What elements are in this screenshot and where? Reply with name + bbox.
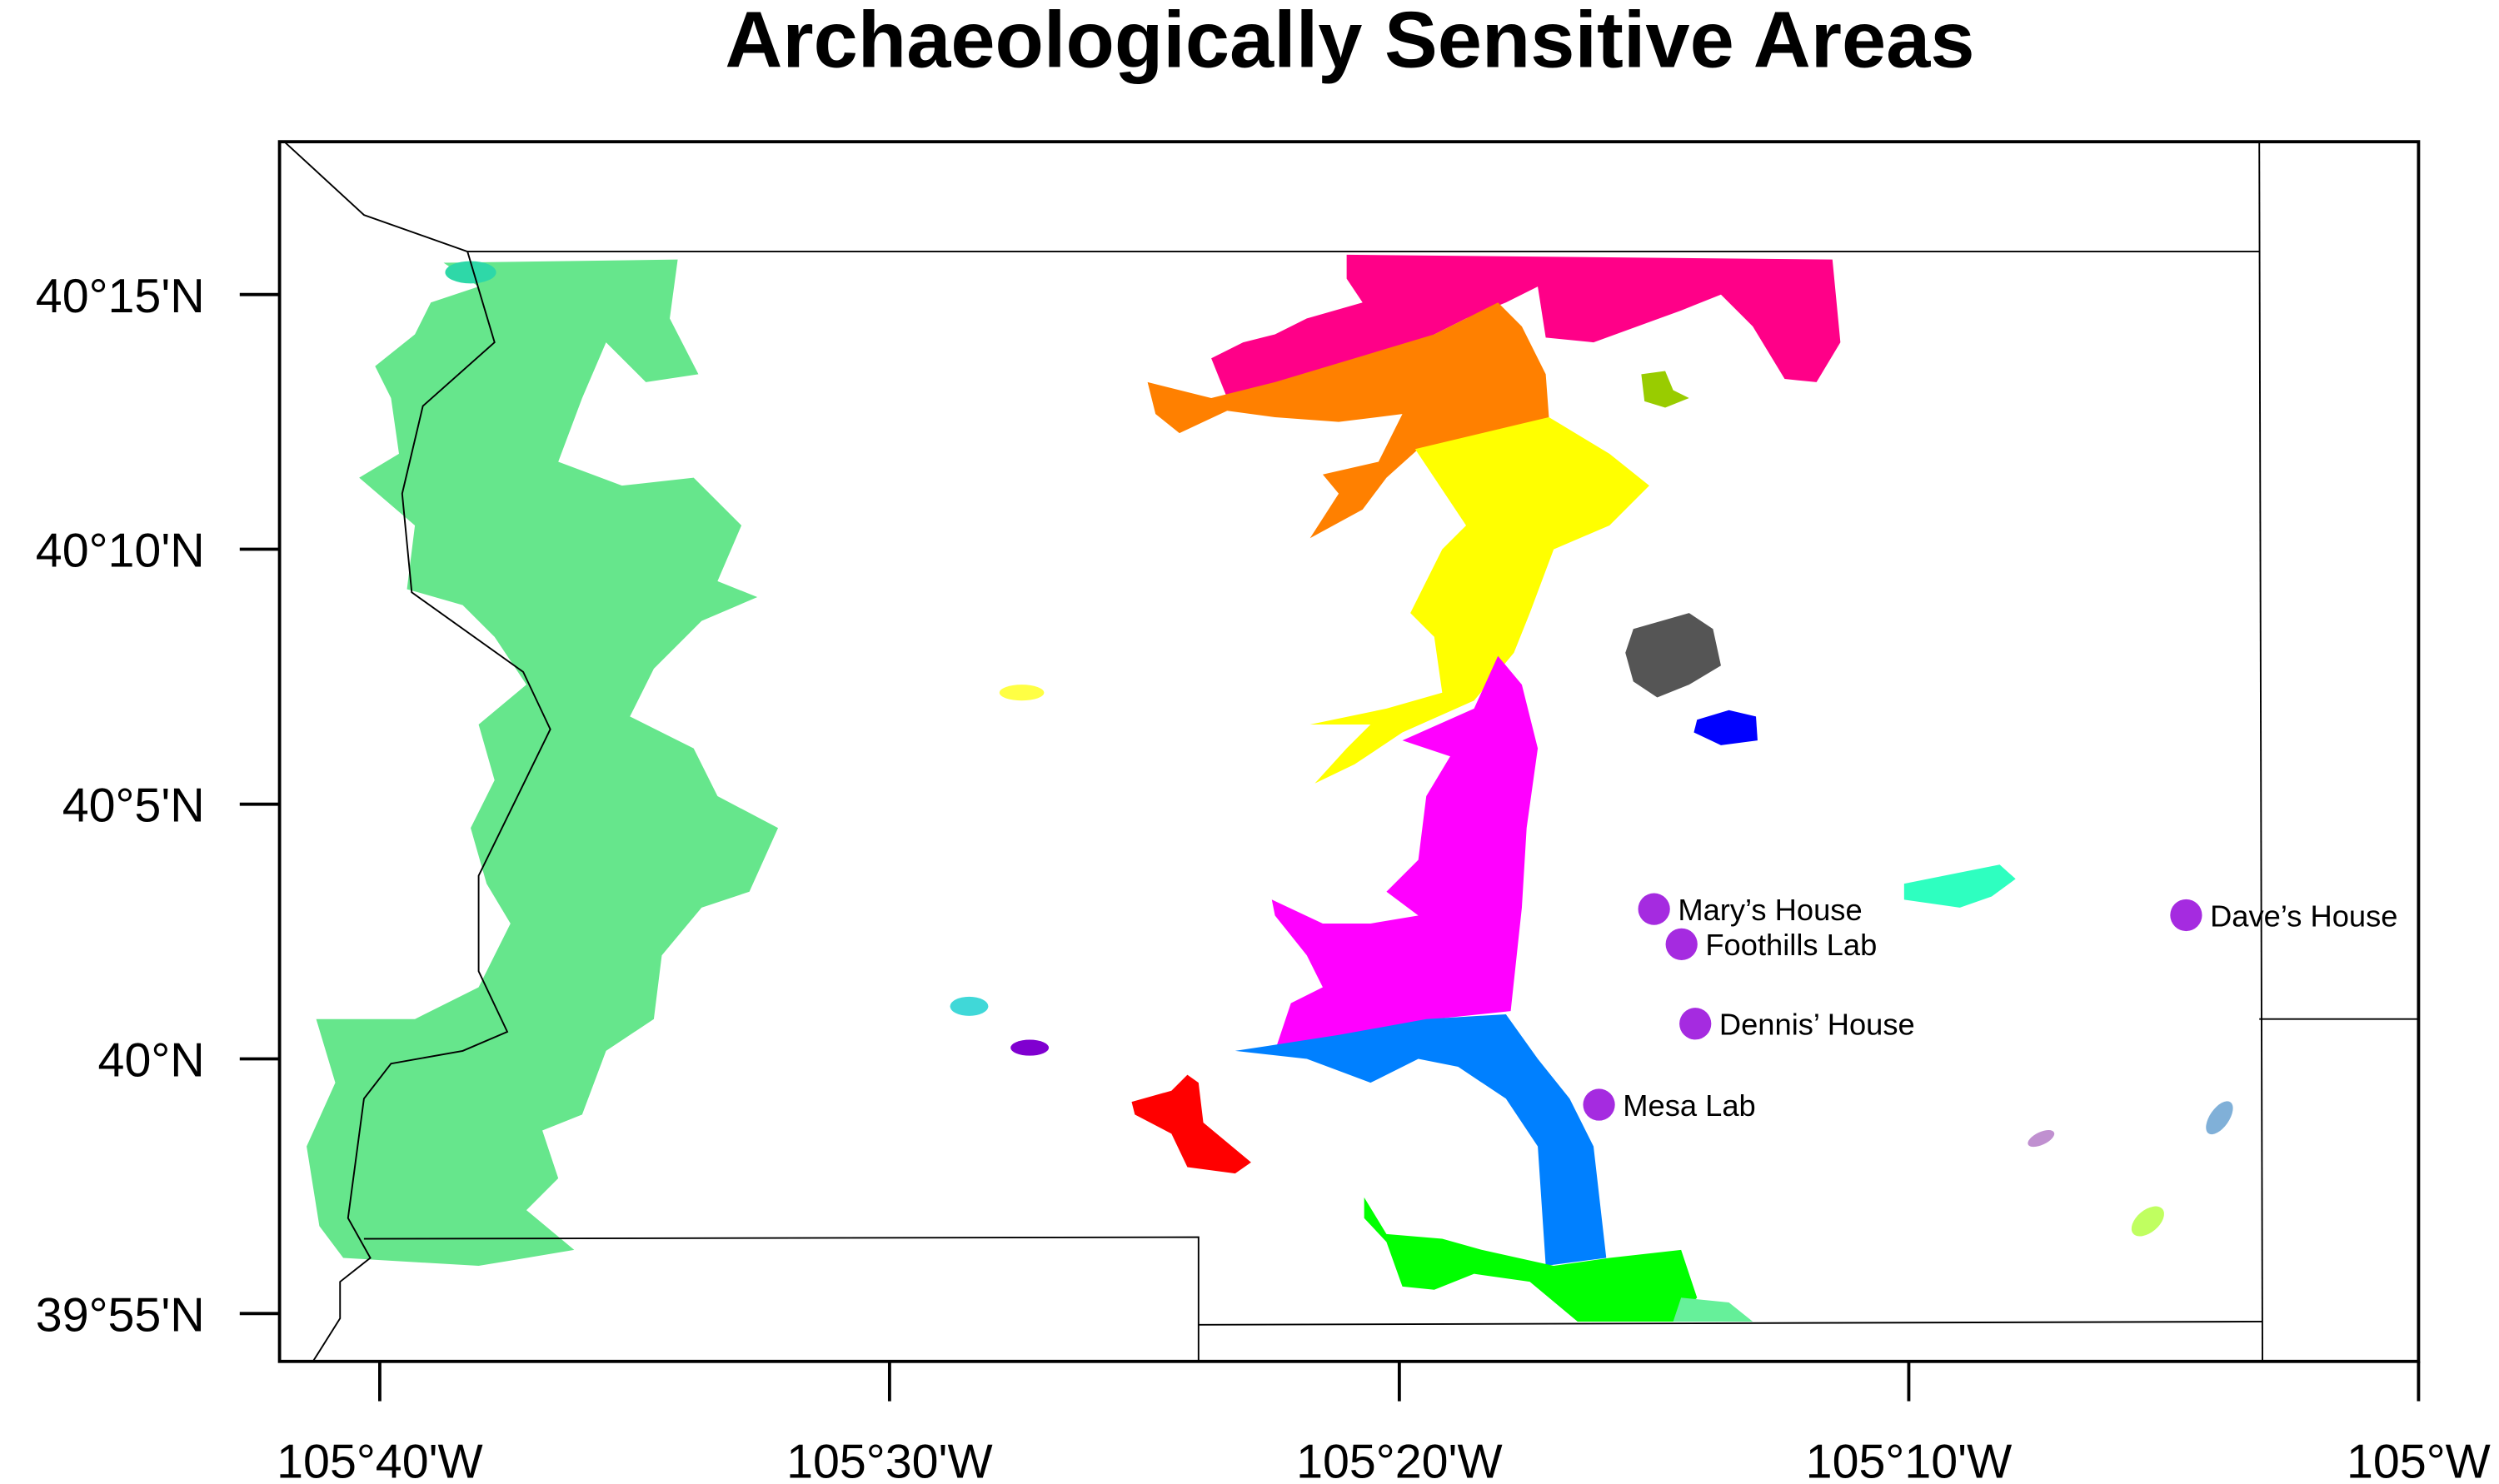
x-tick-label: 105°30'W xyxy=(786,1435,993,1484)
location-dot[interactable] xyxy=(1583,1088,1615,1121)
location-dot[interactable] xyxy=(1638,893,1670,925)
map-frame xyxy=(277,140,2421,1363)
y-tick-label: 39°55'N xyxy=(36,1288,205,1342)
y-tick-label: 40°N xyxy=(98,1034,205,1088)
y-tick-label: 40°10'N xyxy=(36,525,205,578)
area-lime xyxy=(2131,1206,2164,1237)
area-teal-north xyxy=(445,261,496,284)
area-west-foothills xyxy=(307,259,779,1267)
map-title: Archaeologically Sensitive Areas xyxy=(725,0,1974,84)
location-marker[interactable]: Foothills Lab xyxy=(1665,928,1878,962)
x-tick-label: 105°40'W xyxy=(277,1435,483,1484)
location-label: Mary’s House xyxy=(1678,893,1862,927)
area-mint-south xyxy=(1673,1297,1753,1322)
x-tick-label: 105°20'W xyxy=(1296,1435,1503,1484)
area-dark-gray xyxy=(1625,613,1721,698)
location-marker[interactable]: Mesa Lab xyxy=(1583,1088,1756,1123)
location-marker[interactable]: Dennis’ House xyxy=(1679,1008,1915,1042)
area-green-south xyxy=(1364,1197,1698,1322)
area-purple-small xyxy=(1010,1039,1050,1056)
area-magenta xyxy=(1271,655,1539,1051)
area-cyan-small xyxy=(950,996,989,1016)
location-label: Dennis’ House xyxy=(1719,1008,1915,1042)
location-dot[interactable] xyxy=(1679,1008,1712,1040)
y-tick-label: 40°5'N xyxy=(62,779,205,833)
y-axis: 40°15'N 40°10'N 40°5'N 40°N 39°55'N xyxy=(36,270,280,1342)
area-yellow xyxy=(1309,416,1649,784)
area-orange xyxy=(1147,302,1549,539)
area-blue xyxy=(1235,1013,1607,1267)
x-tick-label: 105°W xyxy=(2347,1435,2491,1484)
x-axis: 105°40'W 105°30'W 105°20'W 105°10'W 105°W xyxy=(277,1361,2491,1484)
y-tick-label: 40°15'N xyxy=(36,270,205,323)
area-blue-small xyxy=(1693,710,1758,745)
location-label: Foothills Lab xyxy=(1705,928,1877,962)
county-borders xyxy=(283,141,2419,1362)
location-marker[interactable]: Mary’s House xyxy=(1638,893,1863,927)
area-yellow-small xyxy=(999,685,1045,701)
location-label: Mesa Lab xyxy=(1623,1088,1755,1123)
x-tick-label: 105°10'W xyxy=(1806,1435,2013,1484)
location-dot[interactable] xyxy=(2170,899,2202,932)
area-olive xyxy=(1641,371,1689,408)
location-marker[interactable]: Dave’s House xyxy=(2170,899,2398,933)
sensitive-areas xyxy=(307,254,2233,1322)
area-aqua-east xyxy=(1903,864,2016,908)
location-label: Dave’s House xyxy=(2210,899,2397,933)
area-steel-blue xyxy=(2206,1101,2233,1135)
area-red xyxy=(1131,1074,1251,1174)
area-lilac xyxy=(2028,1130,2055,1148)
location-dot[interactable] xyxy=(1665,928,1698,960)
